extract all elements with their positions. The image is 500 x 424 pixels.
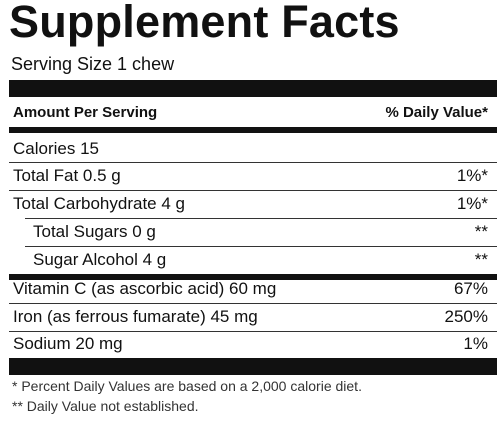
nutrient-row-vitamin-c: Vitamin C (as ascorbic acid) 60 mg 67% xyxy=(9,276,488,302)
footnote-not-established: ** Daily Value not established. xyxy=(12,398,199,414)
nutrient-name: Iron (as ferrous fumarate) 45 mg xyxy=(13,307,258,326)
nutrient-daily-value: ** xyxy=(474,250,488,269)
nutrient-row-total-carbohydrate: Total Carbohydrate 4 g 1%* xyxy=(9,191,488,217)
nutrient-row-total-sugars: Total Sugars 0 g ** xyxy=(9,219,488,245)
nutrient-row-calories: Calories 15 xyxy=(9,136,488,162)
row-divider xyxy=(9,331,497,332)
nutrient-row-total-fat: Total Fat 0.5 g 1%* xyxy=(9,163,488,189)
nutrient-name: Calories 15 xyxy=(13,139,99,158)
nutrient-daily-value: 67% xyxy=(453,279,488,298)
nutrient-row-sodium: Sodium 20 mg 1% xyxy=(9,331,488,357)
bottom-divider-bar xyxy=(9,358,497,375)
column-header: Amount Per Serving % Daily Value* xyxy=(11,104,488,126)
nutrient-name: Total Carbohydrate 4 g xyxy=(13,194,185,213)
serving-size: Serving Size 1 chew xyxy=(11,54,175,74)
nutrient-name: Sodium 20 mg xyxy=(13,334,123,353)
nutrient-daily-value: 1%* xyxy=(456,194,488,213)
nutrient-daily-value: 1% xyxy=(463,334,488,353)
nutrient-name: Total Sugars 0 g xyxy=(33,222,156,241)
row-divider xyxy=(9,303,497,304)
row-divider xyxy=(9,190,497,191)
nutrient-daily-value: 250% xyxy=(444,307,488,326)
section-divider xyxy=(9,274,497,280)
label-title: Supplement Facts xyxy=(9,0,400,47)
nutrient-name: Total Fat 0.5 g xyxy=(13,166,121,185)
amount-per-serving-heading: Amount Per Serving xyxy=(13,104,158,121)
row-divider xyxy=(25,246,497,247)
header-divider xyxy=(9,127,497,133)
nutrient-name: Sugar Alcohol 4 g xyxy=(33,250,167,269)
row-divider xyxy=(9,162,497,163)
top-divider-bar xyxy=(9,80,497,97)
nutrient-daily-value: 1%* xyxy=(456,166,488,185)
daily-value-heading: % Daily Value* xyxy=(385,104,488,121)
nutrient-daily-value: ** xyxy=(474,222,488,241)
footnote-daily-values: * Percent Daily Values are based on a 2,… xyxy=(12,378,362,394)
nutrient-row-iron: Iron (as ferrous fumarate) 45 mg 250% xyxy=(9,304,488,330)
row-divider xyxy=(25,218,497,219)
nutrient-row-sugar-alcohol: Sugar Alcohol 4 g ** xyxy=(9,247,488,273)
nutrient-name: Vitamin C (as ascorbic acid) 60 mg xyxy=(13,279,277,298)
